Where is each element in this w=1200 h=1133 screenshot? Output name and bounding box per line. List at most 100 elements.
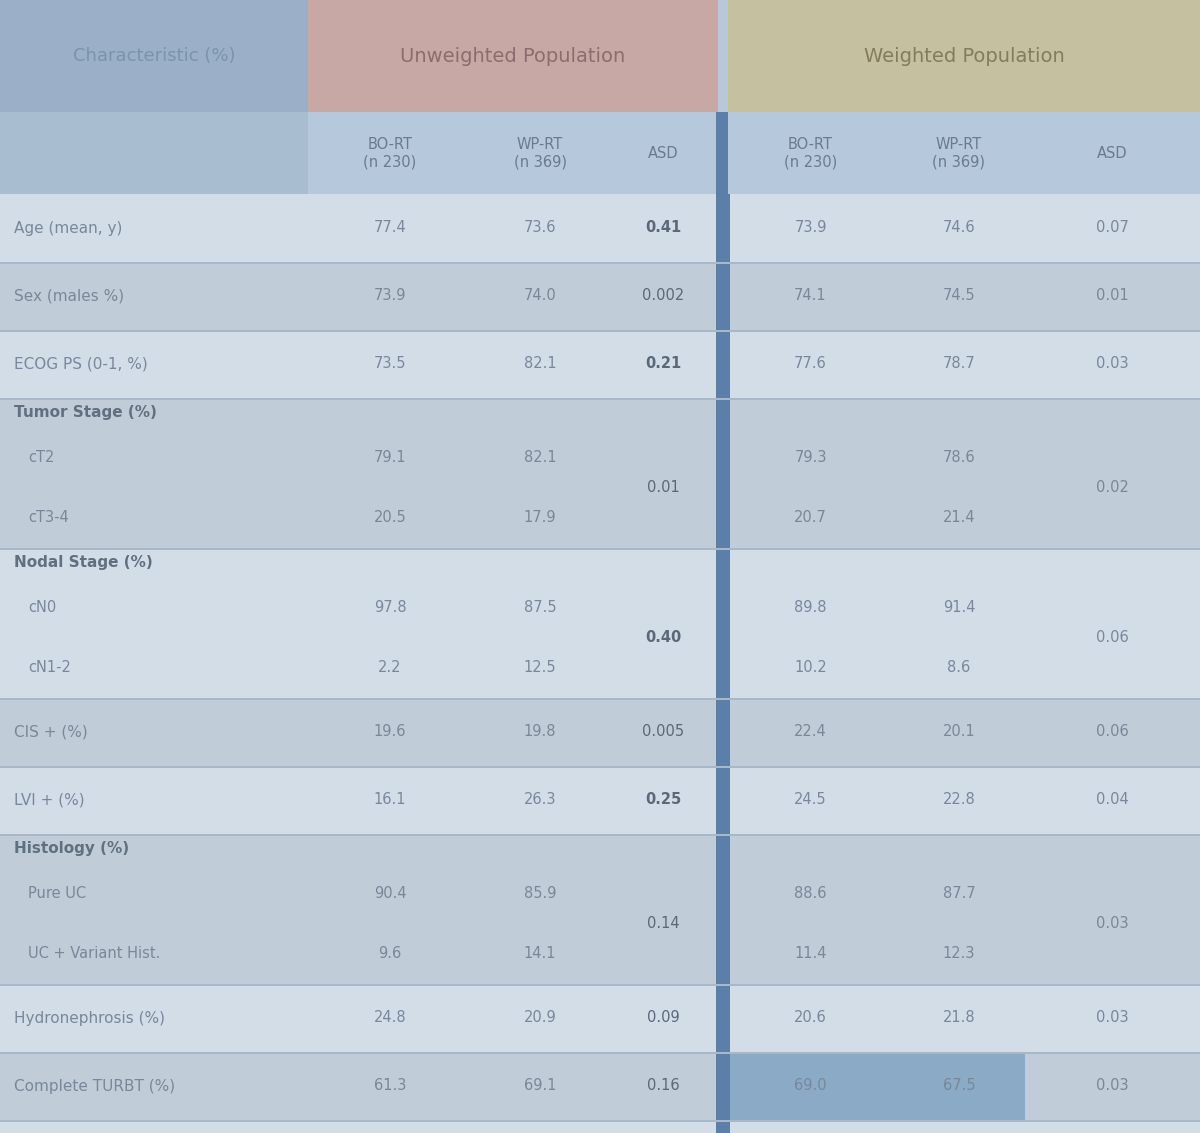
Text: WP-RT
(n 369): WP-RT (n 369): [514, 137, 566, 169]
Text: 0.02: 0.02: [1096, 480, 1129, 495]
Text: ASD: ASD: [648, 145, 678, 161]
Text: BO-RT
(n 230): BO-RT (n 230): [364, 137, 416, 169]
Text: CIS + (%): CIS + (%): [14, 724, 88, 740]
Bar: [608, 112, 718, 194]
Bar: [0, 398, 1200, 548]
Text: 73.9: 73.9: [794, 221, 827, 236]
Text: 0.002: 0.002: [642, 289, 684, 304]
Bar: [0, 1053, 1200, 1054]
Text: 0.09: 0.09: [647, 1011, 679, 1025]
Text: 85.9: 85.9: [523, 886, 557, 902]
Text: 0.40: 0.40: [644, 630, 682, 646]
Text: 0.04: 0.04: [1096, 792, 1129, 808]
Text: 0.16: 0.16: [647, 1079, 679, 1093]
Text: 2.2: 2.2: [378, 661, 402, 675]
Text: cN0: cN0: [28, 600, 56, 615]
Text: 17.9: 17.9: [523, 511, 557, 526]
Bar: [716, 112, 730, 194]
Text: 0.25: 0.25: [644, 792, 682, 808]
Text: Weighted Population: Weighted Population: [864, 46, 1064, 66]
Bar: [0, 330, 1200, 398]
Bar: [0, 548, 1200, 698]
Bar: [0, 1121, 1200, 1122]
Text: 97.8: 97.8: [373, 600, 407, 615]
Text: 26.3: 26.3: [523, 792, 557, 808]
Bar: [308, 112, 472, 194]
Text: 0.005: 0.005: [642, 724, 684, 740]
Text: Sex (males %): Sex (males %): [14, 289, 124, 304]
Text: 0.03: 0.03: [1096, 1079, 1129, 1093]
Text: 0.03: 0.03: [1096, 917, 1129, 931]
Text: 82.1: 82.1: [523, 357, 557, 372]
Text: Characteristic (%): Characteristic (%): [73, 46, 235, 65]
Bar: [308, 0, 718, 112]
Bar: [0, 1121, 1200, 1133]
Text: Histology (%): Histology (%): [14, 842, 130, 857]
Text: 74.5: 74.5: [943, 289, 976, 304]
Text: 0.03: 0.03: [1096, 357, 1129, 372]
Text: ECOG PS (0-1, %): ECOG PS (0-1, %): [14, 357, 148, 372]
Text: Hydronephrosis (%): Hydronephrosis (%): [14, 1011, 166, 1025]
Bar: [716, 194, 730, 1133]
Text: 91.4: 91.4: [943, 600, 976, 615]
Bar: [0, 112, 308, 194]
Text: 67.5: 67.5: [943, 1079, 976, 1093]
Text: 69.1: 69.1: [523, 1079, 557, 1093]
Text: 0.06: 0.06: [1096, 724, 1129, 740]
Bar: [0, 398, 1200, 400]
Text: 73.9: 73.9: [373, 289, 407, 304]
Text: 20.5: 20.5: [373, 511, 407, 526]
Text: 78.6: 78.6: [943, 451, 976, 466]
Text: 87.5: 87.5: [523, 600, 557, 615]
Text: 11.4: 11.4: [794, 946, 827, 962]
Text: 20.6: 20.6: [794, 1011, 827, 1025]
Text: 19.6: 19.6: [373, 724, 407, 740]
Text: 74.6: 74.6: [943, 221, 976, 236]
Text: 12.3: 12.3: [943, 946, 976, 962]
Text: 14.1: 14.1: [523, 946, 557, 962]
Text: 10.2: 10.2: [794, 661, 827, 675]
Text: Age (mean, y): Age (mean, y): [14, 221, 122, 236]
Bar: [0, 834, 1200, 983]
Text: 74.1: 74.1: [794, 289, 827, 304]
Bar: [1025, 112, 1200, 194]
Text: 24.8: 24.8: [373, 1011, 407, 1025]
Text: 0.41: 0.41: [644, 221, 682, 236]
Text: 0.01: 0.01: [1096, 289, 1129, 304]
Text: 61.3: 61.3: [374, 1079, 406, 1093]
Text: 19.8: 19.8: [523, 724, 557, 740]
Bar: [0, 1053, 1200, 1121]
Text: ASD: ASD: [1097, 145, 1128, 161]
Bar: [0, 766, 1200, 834]
Bar: [0, 983, 1200, 986]
Bar: [0, 262, 1200, 330]
Text: 21.4: 21.4: [943, 511, 976, 526]
Text: cT2: cT2: [28, 451, 54, 466]
Text: Complete TURBT (%): Complete TURBT (%): [14, 1079, 175, 1093]
Bar: [0, 330, 1200, 332]
Text: WP-RT
(n 369): WP-RT (n 369): [932, 137, 985, 169]
Bar: [472, 112, 608, 194]
Bar: [728, 112, 893, 194]
Text: 73.5: 73.5: [373, 357, 407, 372]
Text: 79.3: 79.3: [794, 451, 827, 466]
Bar: [728, 0, 1200, 112]
Text: cN1-2: cN1-2: [28, 661, 71, 675]
Text: 20.9: 20.9: [523, 1011, 557, 1025]
Text: 16.1: 16.1: [373, 792, 407, 808]
Text: 0.07: 0.07: [1096, 221, 1129, 236]
Text: 24.5: 24.5: [794, 792, 827, 808]
Text: UC + Variant Hist.: UC + Variant Hist.: [28, 946, 161, 962]
Text: Unweighted Population: Unweighted Population: [401, 46, 625, 66]
Text: 12.5: 12.5: [523, 661, 557, 675]
Text: 77.6: 77.6: [794, 357, 827, 372]
Text: 78.7: 78.7: [943, 357, 976, 372]
Text: 0.06: 0.06: [1096, 630, 1129, 646]
Bar: [893, 112, 1025, 194]
Text: 87.7: 87.7: [943, 886, 976, 902]
Text: 0.21: 0.21: [644, 357, 682, 372]
Bar: [728, 1053, 893, 1121]
Text: Pure UC: Pure UC: [28, 886, 86, 902]
Text: 8.6: 8.6: [947, 661, 971, 675]
Bar: [0, 0, 308, 112]
